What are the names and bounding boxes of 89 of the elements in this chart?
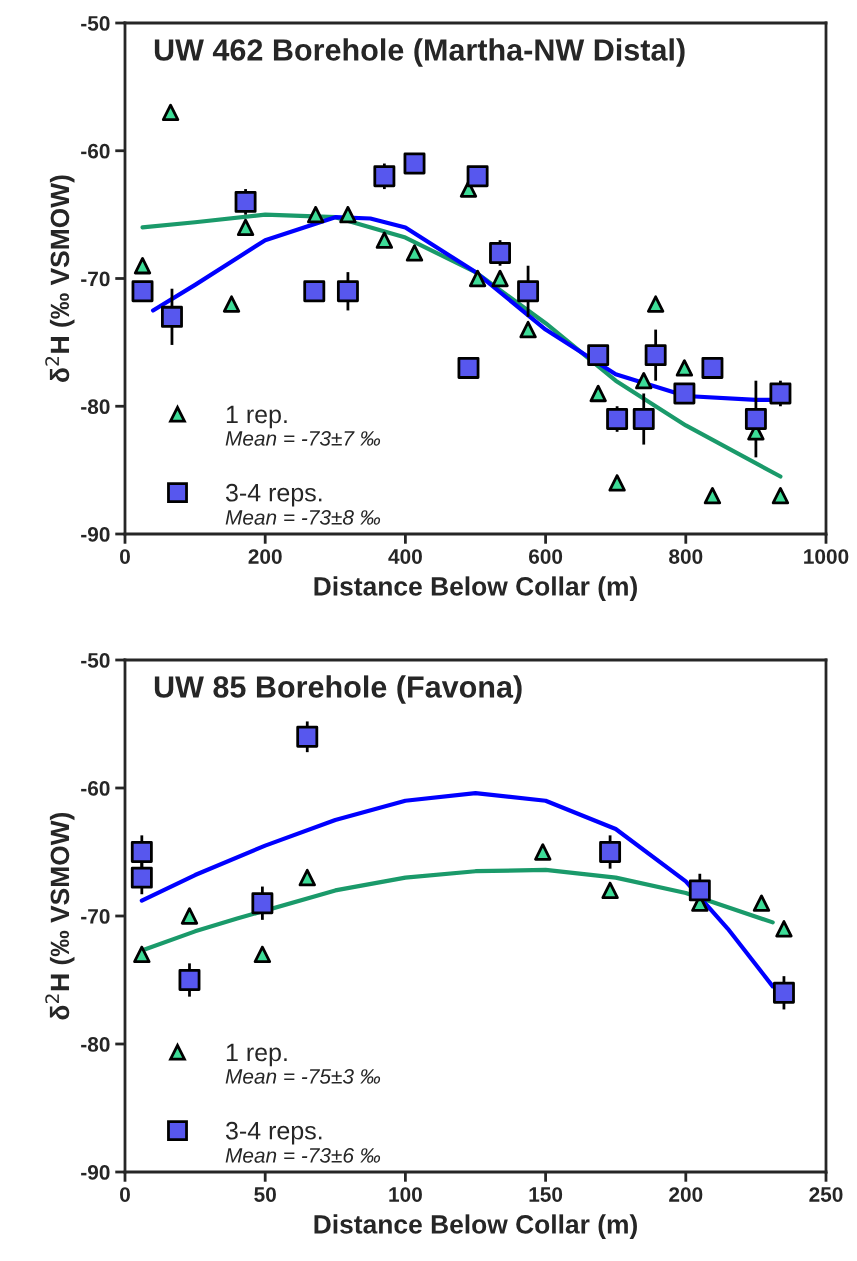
annotation: Mean = -73±8 ‰ xyxy=(225,510,381,525)
y-tick-label: -60 xyxy=(81,781,110,796)
point xyxy=(772,981,795,1004)
x-tick-label: 0 xyxy=(120,549,130,564)
point xyxy=(298,868,316,887)
point xyxy=(466,165,489,188)
x-tick-label: 1000 xyxy=(804,549,849,564)
chart-title: UW 462 Borehole (Martha-NW Distal) xyxy=(154,38,685,67)
point xyxy=(133,945,151,964)
point xyxy=(606,408,629,430)
legend-label: 1 rep. xyxy=(226,405,287,429)
y-axis-title: δ$^{2}$H (‰ VSMOW) xyxy=(45,812,75,1020)
point xyxy=(675,359,694,377)
y-tick-label: -50 xyxy=(81,16,110,31)
point xyxy=(234,190,257,213)
y-tick-label: -70 xyxy=(81,271,110,287)
point xyxy=(403,152,426,175)
point xyxy=(296,725,319,748)
point xyxy=(589,384,607,403)
point xyxy=(701,356,724,379)
legend-label: 3-4 reps. xyxy=(225,483,322,507)
point xyxy=(489,241,511,264)
point xyxy=(375,231,394,249)
annotation: Mean = -75±3 ‰ xyxy=(225,1069,381,1084)
point xyxy=(744,408,767,430)
y-tick-label: -90 xyxy=(81,1165,110,1180)
point xyxy=(599,841,622,863)
x-tick-label: 0 xyxy=(120,1187,130,1202)
chart-title: UW 85 Borehole (Favona) xyxy=(154,675,522,704)
point xyxy=(130,841,153,863)
y-tick-label: -80 xyxy=(81,1037,110,1052)
x-tick-label: 50 xyxy=(254,1187,276,1202)
point xyxy=(373,165,396,188)
x-tick-label: 150 xyxy=(529,1187,563,1202)
point xyxy=(632,408,655,430)
point xyxy=(601,881,619,900)
point xyxy=(180,907,199,925)
point xyxy=(336,280,359,303)
point xyxy=(251,892,274,915)
x-tick-label: 250 xyxy=(809,1187,843,1202)
y-tick-label: -60 xyxy=(81,143,110,159)
point xyxy=(608,474,626,492)
point xyxy=(307,205,325,224)
legend-label: 1 rep. xyxy=(226,1043,287,1067)
x-tick-label: 200 xyxy=(669,1187,703,1202)
point xyxy=(339,205,357,224)
x-axis-title: Distance Below Collar (m) xyxy=(314,576,637,601)
point xyxy=(222,295,241,313)
point xyxy=(131,280,154,303)
x-tick-label: 400 xyxy=(388,549,422,564)
annotation: Mean = -73±7 ‰ xyxy=(225,431,381,446)
point xyxy=(130,866,153,889)
point xyxy=(253,945,272,964)
annotation: Mean = -73±6 ‰ xyxy=(225,1148,381,1163)
point xyxy=(519,320,537,339)
point xyxy=(303,280,326,303)
x-tick-label: 800 xyxy=(669,549,703,564)
point xyxy=(405,244,424,262)
point xyxy=(775,920,793,938)
x-tick-label: 200 xyxy=(248,549,282,564)
point xyxy=(587,344,610,367)
x-axis-title: Distance Below Collar (m) xyxy=(314,1214,637,1239)
point xyxy=(688,879,711,902)
y-tick-label: -70 xyxy=(81,909,110,924)
x-tick-label: 100 xyxy=(389,1187,422,1202)
point xyxy=(769,382,792,405)
point xyxy=(673,382,696,405)
point xyxy=(468,269,487,288)
point xyxy=(771,487,790,505)
y-axis-title: δ$^{2}$H (‰ VSMOW) xyxy=(45,175,75,383)
point xyxy=(457,356,480,379)
point xyxy=(752,894,771,912)
point xyxy=(161,305,183,328)
point xyxy=(534,843,552,861)
point xyxy=(161,103,180,122)
point xyxy=(635,372,653,390)
y-tick-label: -50 xyxy=(81,653,110,668)
point xyxy=(491,269,509,288)
legend-label: 3-4 reps. xyxy=(225,1121,322,1145)
y-tick-label: -80 xyxy=(81,399,110,414)
point xyxy=(703,487,722,505)
x-tick-label: 600 xyxy=(528,549,563,564)
point xyxy=(178,969,201,991)
point xyxy=(236,218,255,237)
point xyxy=(646,295,665,313)
point xyxy=(517,280,540,303)
point xyxy=(133,257,152,275)
point xyxy=(644,344,667,367)
y-tick-label: -90 xyxy=(81,527,110,542)
